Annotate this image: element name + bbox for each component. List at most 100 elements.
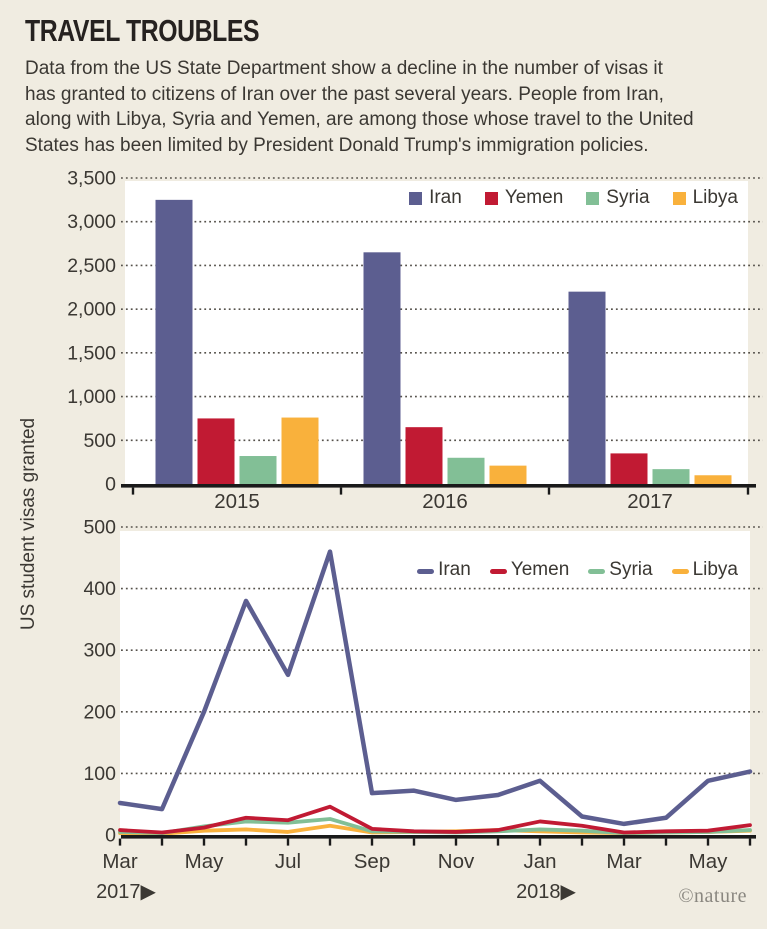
bar-syria-2015 — [239, 456, 277, 484]
legend-swatch-syria — [588, 568, 606, 574]
legend-swatch-iran — [409, 192, 423, 205]
x-axis-tick — [706, 838, 710, 846]
bar-iran-2016 — [363, 252, 401, 484]
legend-item-iran: Iran — [409, 187, 462, 209]
x-axis-tick — [286, 838, 290, 846]
x-axis — [121, 484, 756, 488]
legend-label-yemen: Yemen — [510, 559, 570, 580]
intro-line: Data from the US State Department show a… — [25, 58, 663, 79]
line-chart-legend: Iran Yemen Syria Libya — [417, 559, 738, 581]
x-axis-tick — [538, 838, 542, 846]
legend-item-libya: Libya — [672, 187, 738, 209]
legend-item-syria: Syria — [588, 559, 653, 581]
y-tick-label: 2,000 — [67, 299, 116, 321]
y-tick-label: 400 — [83, 578, 116, 600]
x-axis-tick — [496, 838, 500, 846]
line-iran — [117, 549, 753, 827]
year-marker: 2018▶ — [516, 881, 576, 903]
bar-yemen-2015 — [197, 418, 235, 484]
x-tick-label: Sep — [354, 850, 390, 873]
x-tick-label: Jul — [275, 850, 301, 873]
legend-label-libya: Libya — [692, 559, 738, 580]
bar-chart-legend: Iran Yemen Syria Libya — [409, 187, 738, 209]
y-tick-label: 100 — [83, 763, 116, 785]
legend-swatch-syria — [586, 192, 600, 205]
bar-syria-2017 — [652, 469, 690, 484]
x-axis-tick — [131, 487, 135, 495]
x-tick-label: Mar — [102, 850, 137, 873]
x-tick-label: May — [689, 850, 728, 873]
y-tick-label: 3,000 — [67, 211, 116, 233]
legend-label-yemen: Yemen — [504, 187, 564, 208]
legend-item-yemen: Yemen — [489, 559, 570, 581]
y-tick-label: 0 — [105, 825, 116, 847]
y-tick-label: 300 — [83, 640, 116, 662]
legend-item-syria: Syria — [586, 187, 650, 209]
y-tick-label: 2,500 — [67, 255, 116, 277]
bar-libya-2015 — [281, 417, 319, 484]
x-tick-label: Jan — [523, 850, 556, 873]
legend-label-syria: Syria — [606, 187, 650, 208]
legend-item-yemen: Yemen — [484, 187, 564, 209]
x-axis-tick — [370, 838, 374, 846]
bar-yemen-2016 — [405, 427, 443, 484]
x-tick-label: 2015 — [214, 490, 260, 513]
year-marker: 2017▶ — [96, 881, 156, 903]
y-tick-label: 200 — [83, 701, 116, 723]
legend-label-iran: Iran — [438, 559, 471, 580]
bar-iran-2017 — [568, 291, 606, 484]
intro-line: States has been limited by President Don… — [25, 134, 649, 156]
y-tick-label: 500 — [83, 520, 116, 539]
x-tick-label: 2016 — [422, 490, 468, 513]
bar-syria-2016 — [447, 457, 485, 484]
legend-label-libya: Libya — [692, 187, 738, 208]
intro-line: along with Libya, Syria and Yemen, are a… — [25, 109, 694, 130]
y-tick-label: 1,500 — [67, 342, 116, 364]
x-axis-tick — [746, 487, 750, 495]
x-axis-tick — [664, 838, 668, 846]
legend-swatch-yemen — [489, 568, 507, 574]
x-axis-tick — [244, 838, 248, 846]
x-axis-tick — [339, 487, 343, 495]
bar-yemen-2017 — [610, 453, 648, 484]
intro-line: has granted to citizens of Iran over the… — [25, 83, 664, 105]
x-axis-tick — [412, 838, 416, 846]
legend-swatch-libya — [671, 568, 689, 574]
x-axis-tick — [202, 838, 206, 846]
bar-iran-2015 — [155, 199, 193, 484]
legend-item-libya: Libya — [671, 559, 738, 581]
y-tick-label: 1,000 — [67, 386, 116, 408]
y-tick-label: 3,500 — [67, 170, 116, 190]
legend-label-syria: Syria — [609, 559, 653, 580]
nature-credit: ©nature — [678, 885, 747, 907]
x-tick-label: May — [185, 850, 224, 873]
legend-swatch-libya — [672, 192, 686, 205]
x-tick-label: Nov — [438, 850, 475, 873]
x-axis-tick — [580, 838, 584, 846]
intro-paragraph: Data from the US State Department show a… — [25, 56, 760, 158]
x-axis-tick — [160, 838, 164, 846]
legend-swatch-yemen — [484, 192, 498, 205]
x-axis-tick — [748, 838, 752, 846]
y-tick-label: 500 — [83, 430, 116, 452]
x-tick-label: 2017 — [627, 490, 673, 513]
bar-libya-2016 — [489, 465, 527, 484]
plot-background — [120, 531, 750, 835]
x-axis-tick — [328, 838, 332, 846]
y-tick-label: 0 — [105, 474, 116, 496]
monthly-line-chart: 0 100 200 300 400 500 Mar May Jul Sep Nov Jan Mar May… — [83, 520, 763, 903]
page-title: TRAVEL TROUBLES — [25, 13, 260, 48]
bar-libya-2017 — [694, 475, 732, 484]
line-yemen — [118, 804, 752, 835]
annual-bar-chart: 0 500 1,000 1,500 2,000 2,500 3,000 3,500 2015 20… — [67, 170, 763, 513]
x-axis-tick — [622, 838, 626, 846]
x-axis-tick — [118, 838, 122, 846]
legend-label-iran: Iran — [429, 187, 462, 208]
x-axis-tick — [547, 487, 551, 495]
x-axis — [121, 835, 756, 839]
legend-item-iran: Iran — [417, 559, 471, 581]
x-axis-tick — [454, 838, 458, 846]
x-tick-label: Mar — [606, 850, 641, 873]
legend-swatch-iran — [417, 568, 435, 574]
